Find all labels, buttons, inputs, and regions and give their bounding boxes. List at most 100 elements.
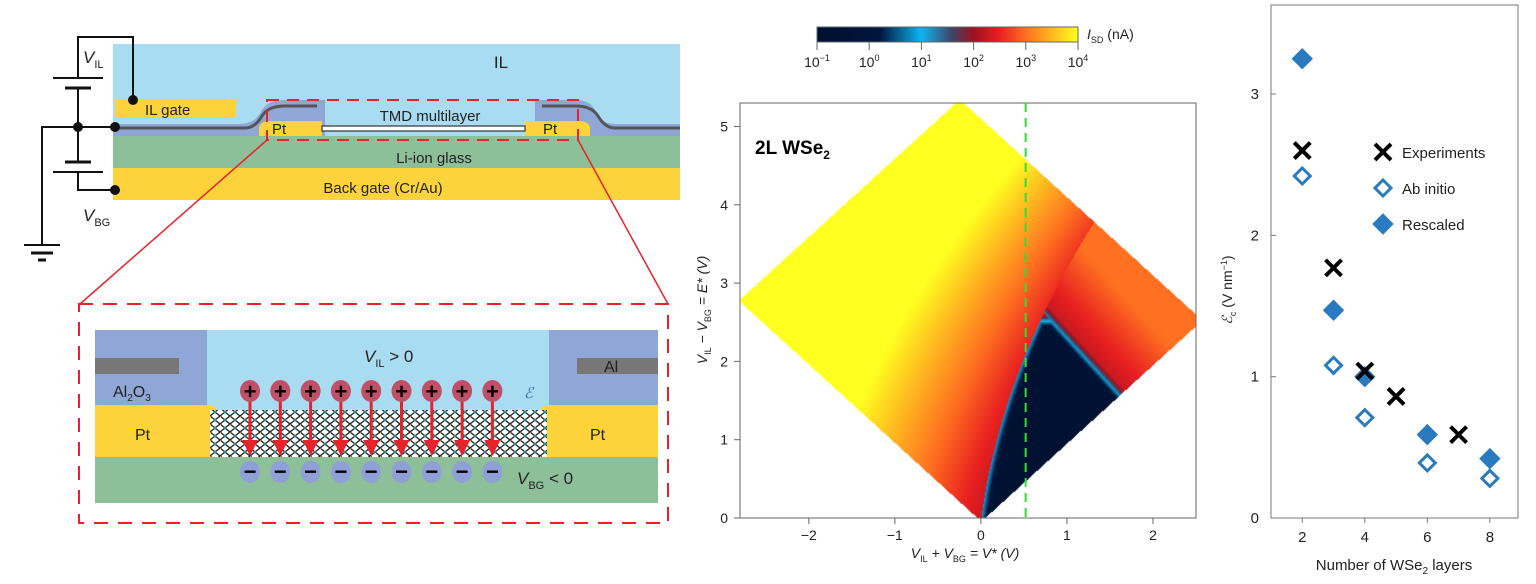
positive-ion — [361, 380, 382, 402]
wire-source — [41, 126, 115, 245]
al-label: Al — [604, 359, 618, 376]
data-point-ab-initio — [1479, 468, 1500, 489]
negative-ion — [240, 461, 260, 483]
legend-label: Ab initio — [1402, 181, 1455, 198]
colorbar-label: ISD (nA) — [1087, 26, 1134, 45]
heatmap-canvas — [740, 103, 1196, 518]
zoom-region-box — [266, 99, 579, 141]
colorbar-tick-label: 102 — [963, 53, 984, 70]
minus-sign: − — [304, 459, 317, 484]
positive-ion — [452, 380, 473, 402]
data-point-ab-initio — [1417, 452, 1438, 474]
negative-ion — [452, 461, 473, 483]
plus-sign: + — [334, 379, 347, 404]
zoom-box — [78, 303, 669, 524]
al-line-right — [542, 104, 680, 130]
arrow-head — [272, 440, 289, 456]
negative-ion — [361, 461, 382, 483]
y-tick-label: 3 — [1251, 86, 1259, 103]
field-label: ℰ — [524, 385, 535, 402]
y-tick-label: 5 — [720, 118, 728, 134]
node-dot — [128, 95, 138, 105]
x-tick-label: 1 — [1063, 527, 1071, 543]
colorbar-ticks: 10−1 100 101 102 103 104 — [804, 42, 1088, 70]
al2o3-label: Al2O3 — [113, 384, 151, 404]
node-dot — [110, 122, 120, 132]
y-tick-label: 0 — [1251, 510, 1259, 527]
zoom-connector-left — [79, 139, 268, 305]
arrow-head — [242, 440, 258, 456]
li-ion-glass-layer — [113, 136, 680, 168]
y-tick-label: 3 — [720, 275, 728, 291]
wire-back-gate — [77, 172, 115, 191]
zoomed-schematic: + − + − + − + − + − + − + − + − + − Al2O3 Al Pt Pt ℰ VIL … — [95, 330, 658, 503]
v-il-label: VIL — [83, 48, 104, 71]
x-tick-label: 2 — [1149, 527, 1157, 543]
data-point-rescaled — [1291, 47, 1313, 70]
y-tick-label: 1 — [1251, 369, 1259, 386]
x-tick-label: −1 — [887, 527, 903, 543]
x-tick-label: 6 — [1423, 529, 1431, 546]
y-tick-label: 2 — [720, 353, 728, 369]
data-point-experiments — [1449, 425, 1469, 445]
y-tick-label: 2 — [1251, 227, 1259, 244]
negative-ion — [300, 461, 321, 483]
il-label: IL — [494, 53, 508, 72]
node-dot — [73, 122, 83, 132]
positive-ion — [270, 380, 291, 402]
plus-sign: + — [425, 379, 438, 404]
v-il-condition: VIL > 0 — [364, 347, 413, 370]
glass-label: Li-ion glass — [396, 150, 472, 167]
tmd-multilayer — [321, 125, 526, 132]
arrow-head — [454, 440, 471, 456]
legend-label: Rescaled — [1402, 217, 1465, 234]
minus-sign: − — [334, 459, 347, 484]
charge-pairs: + − + − + − + − + − + − + − + − + − — [240, 379, 503, 484]
al-line-left — [113, 104, 317, 130]
zoom-connector-right — [577, 139, 669, 305]
arrow-head — [302, 440, 319, 456]
heatmap-ylabel: VIL − VBG = E* (V) — [694, 256, 713, 364]
colorbar-tick-label: 103 — [1016, 53, 1037, 70]
colorbar — [816, 26, 1079, 43]
colorbar-tick-label: 104 — [1068, 53, 1089, 70]
positive-ion — [300, 380, 321, 402]
pt-label-right: Pt — [543, 121, 558, 138]
y-tick-label: 1 — [720, 432, 728, 448]
negative-ion — [482, 461, 503, 483]
minus-sign: − — [456, 459, 469, 484]
positive-ion — [330, 380, 351, 402]
positive-ion — [482, 380, 503, 402]
pt-label-left: Pt — [272, 121, 287, 138]
v-bg-condition: VBG < 0 — [517, 469, 573, 492]
legend-label: Experiments — [1402, 145, 1485, 162]
data-point-experiments — [1324, 258, 1343, 278]
arrow-head — [484, 440, 501, 456]
data-point-ab-initio — [1292, 165, 1313, 187]
minus-sign: − — [274, 459, 287, 484]
back-gate-layer — [113, 168, 680, 200]
scatter-frame — [1270, 4, 1519, 519]
zoom-pt-right — [539, 405, 658, 457]
node-dot — [110, 185, 120, 195]
circuit — [24, 36, 138, 262]
data-point-experiments — [1386, 387, 1406, 406]
scatter-ylabel: ℰc (V nm−1) — [1219, 255, 1238, 324]
device-schematic: IL IL gate TMD multilayer Pt Pt Li-ion g… — [113, 44, 680, 200]
colorbar-tick-label: 10−1 — [804, 53, 830, 70]
plus-sign: + — [365, 379, 378, 404]
data-point-rescaled — [1416, 423, 1439, 446]
back-gate-label: Back gate (Cr/Au) — [323, 180, 442, 197]
x-tick-label: 2 — [1298, 529, 1306, 546]
positive-ion — [391, 380, 412, 402]
legend-marker — [1373, 142, 1393, 162]
x-tick-label: 4 — [1361, 529, 1369, 546]
heatmap-frame — [739, 102, 1197, 519]
data-point-rescaled — [1479, 447, 1501, 470]
negative-ion — [391, 461, 412, 483]
y-tick-label: 0 — [720, 510, 728, 526]
pt-contact-right — [525, 121, 590, 136]
x-tick-label: −2 — [801, 527, 817, 543]
plus-sign: + — [274, 379, 287, 404]
minus-sign: − — [395, 459, 408, 484]
